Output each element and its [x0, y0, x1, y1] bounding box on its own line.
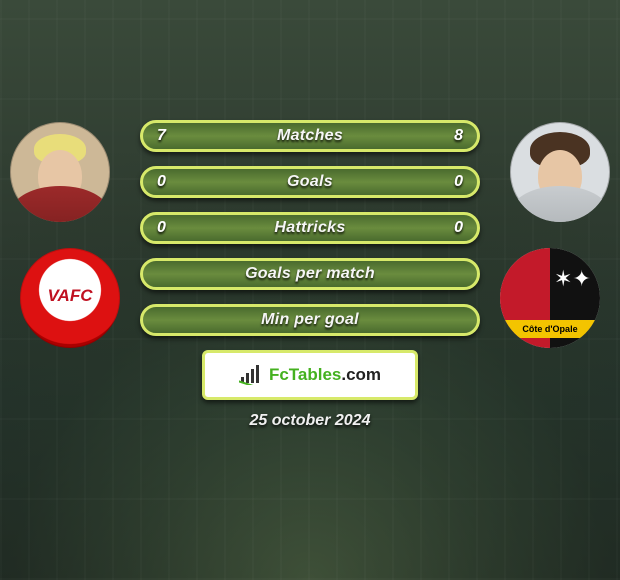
- stat-left-value: 0: [157, 173, 166, 191]
- club-left-logo: [20, 248, 120, 348]
- player-right-avatar: [510, 122, 610, 222]
- stat-right-value: 8: [454, 127, 463, 145]
- stat-left-value: 0: [157, 219, 166, 237]
- stat-right-value: 0: [454, 219, 463, 237]
- stat-bars: 7 Matches 8 0 Goals 0 0 Hattricks 0 Goal…: [140, 120, 480, 336]
- stat-label: Min per goal: [261, 311, 359, 329]
- stat-row-hattricks: 0 Hattricks 0: [140, 212, 480, 244]
- stat-row-min-per-goal: Min per goal: [140, 304, 480, 336]
- comparison-area: ✶ ✦ Côte d'Opale 7 Matches 8 0 Goals 0 0…: [0, 100, 620, 360]
- club-right-band: Côte d'Opale: [500, 320, 600, 338]
- brand-box: FcTables.com: [202, 350, 418, 400]
- brand-text: FcTables.com: [269, 365, 381, 385]
- stat-left-value: 7: [157, 127, 166, 145]
- stat-row-goals: 0 Goals 0: [140, 166, 480, 198]
- stat-label: Goals: [287, 173, 333, 191]
- club-right-logo: ✶ ✦ Côte d'Opale: [500, 248, 600, 348]
- stat-label: Matches: [277, 127, 343, 145]
- brand-suffix: .com: [341, 365, 381, 384]
- player-left-avatar: [10, 122, 110, 222]
- stat-right-value: 0: [454, 173, 463, 191]
- stat-row-goals-per-match: Goals per match: [140, 258, 480, 290]
- stat-label: Goals per match: [245, 265, 375, 283]
- date-text: 25 october 2024: [0, 412, 620, 430]
- stat-label: Hattricks: [274, 219, 345, 237]
- brand-name: FcTables: [269, 365, 341, 384]
- stat-row-matches: 7 Matches 8: [140, 120, 480, 152]
- barchart-icon: [239, 365, 263, 385]
